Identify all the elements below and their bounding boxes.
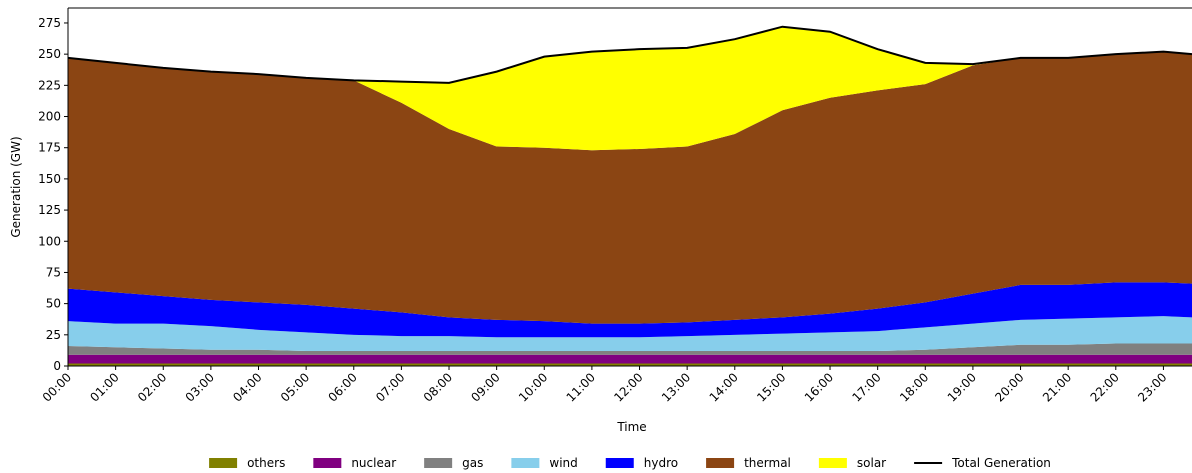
- y-tick-label: 275: [38, 16, 61, 30]
- x-tick-label: 20:00: [992, 370, 1026, 404]
- x-tick-label: 21:00: [1040, 370, 1074, 404]
- legend-label: Total Generation: [951, 456, 1051, 470]
- legend-label: thermal: [744, 456, 791, 470]
- y-tick-label: 125: [38, 203, 61, 217]
- legend-swatch: [706, 458, 735, 468]
- x-axis-label: Time: [616, 420, 646, 434]
- x-tick-label: 04:00: [230, 370, 264, 404]
- x-tick-label: 11:00: [564, 370, 598, 404]
- x-tick-label: 01:00: [87, 370, 121, 404]
- x-tick-label: 22:00: [1088, 370, 1122, 404]
- area: [68, 26, 1192, 151]
- legend-label: solar: [857, 456, 886, 470]
- x-tick-label: 12:00: [611, 370, 645, 404]
- legend-label: nuclear: [351, 456, 396, 470]
- legend-label: others: [247, 456, 285, 470]
- legend-swatch: [818, 458, 847, 468]
- y-tick-label: 75: [46, 265, 61, 279]
- legend-label: hydro: [644, 456, 678, 470]
- x-tick-label: 17:00: [849, 370, 883, 404]
- total-line: [67, 25, 1192, 84]
- y-tick-label: 200: [38, 110, 61, 124]
- area: [68, 354, 1192, 364]
- legend-label: wind: [549, 456, 577, 470]
- x-tick-label: 02:00: [135, 370, 169, 404]
- y-tick-label: 150: [38, 172, 61, 186]
- legend-swatch: [511, 458, 540, 468]
- area: [68, 343, 1192, 355]
- y-tick-label: 175: [38, 141, 61, 155]
- legend-swatch: [209, 458, 238, 468]
- x-tick-label: 23:00: [1135, 370, 1169, 404]
- x-tick-label: 15:00: [754, 370, 788, 404]
- x-tick-label: 18:00: [897, 370, 931, 404]
- y-tick-label: 225: [38, 78, 61, 92]
- x-tick-label: 06:00: [326, 370, 360, 404]
- x-tick-label: 13:00: [659, 370, 693, 404]
- x-tick-label: 19:00: [945, 370, 979, 404]
- x-tick-label: 08:00: [421, 370, 455, 404]
- legend-label: gas: [462, 456, 483, 470]
- y-tick-label: 50: [46, 297, 61, 311]
- area: [68, 282, 1192, 338]
- x-tick-label: 00:00: [40, 370, 74, 404]
- area: [68, 316, 1192, 352]
- legend: others nuclear gas wind hydro thermal solar Tot…: [209, 456, 1051, 470]
- area: [68, 51, 1192, 324]
- x-tick-label: 07:00: [373, 370, 407, 404]
- x-tick-label: 03:00: [183, 370, 217, 404]
- legend-swatch: [313, 458, 342, 468]
- x-tick-label: 16:00: [802, 370, 836, 404]
- x-tick-label: 14:00: [707, 370, 741, 404]
- y-axis-label: Generation (GW): [9, 136, 23, 237]
- y-tick-label: 100: [38, 234, 61, 248]
- y-tick-label: 25: [46, 328, 61, 342]
- x-tick-label: 09:00: [468, 370, 502, 404]
- area: [68, 363, 1192, 366]
- x-tick-label: 10:00: [516, 370, 550, 404]
- y-tick-label: 250: [38, 47, 61, 61]
- x-tick-label: 05:00: [278, 370, 312, 404]
- legend-swatch: [424, 458, 453, 468]
- legend-swatch: [605, 458, 634, 468]
- y-tick-label: 0: [53, 359, 61, 373]
